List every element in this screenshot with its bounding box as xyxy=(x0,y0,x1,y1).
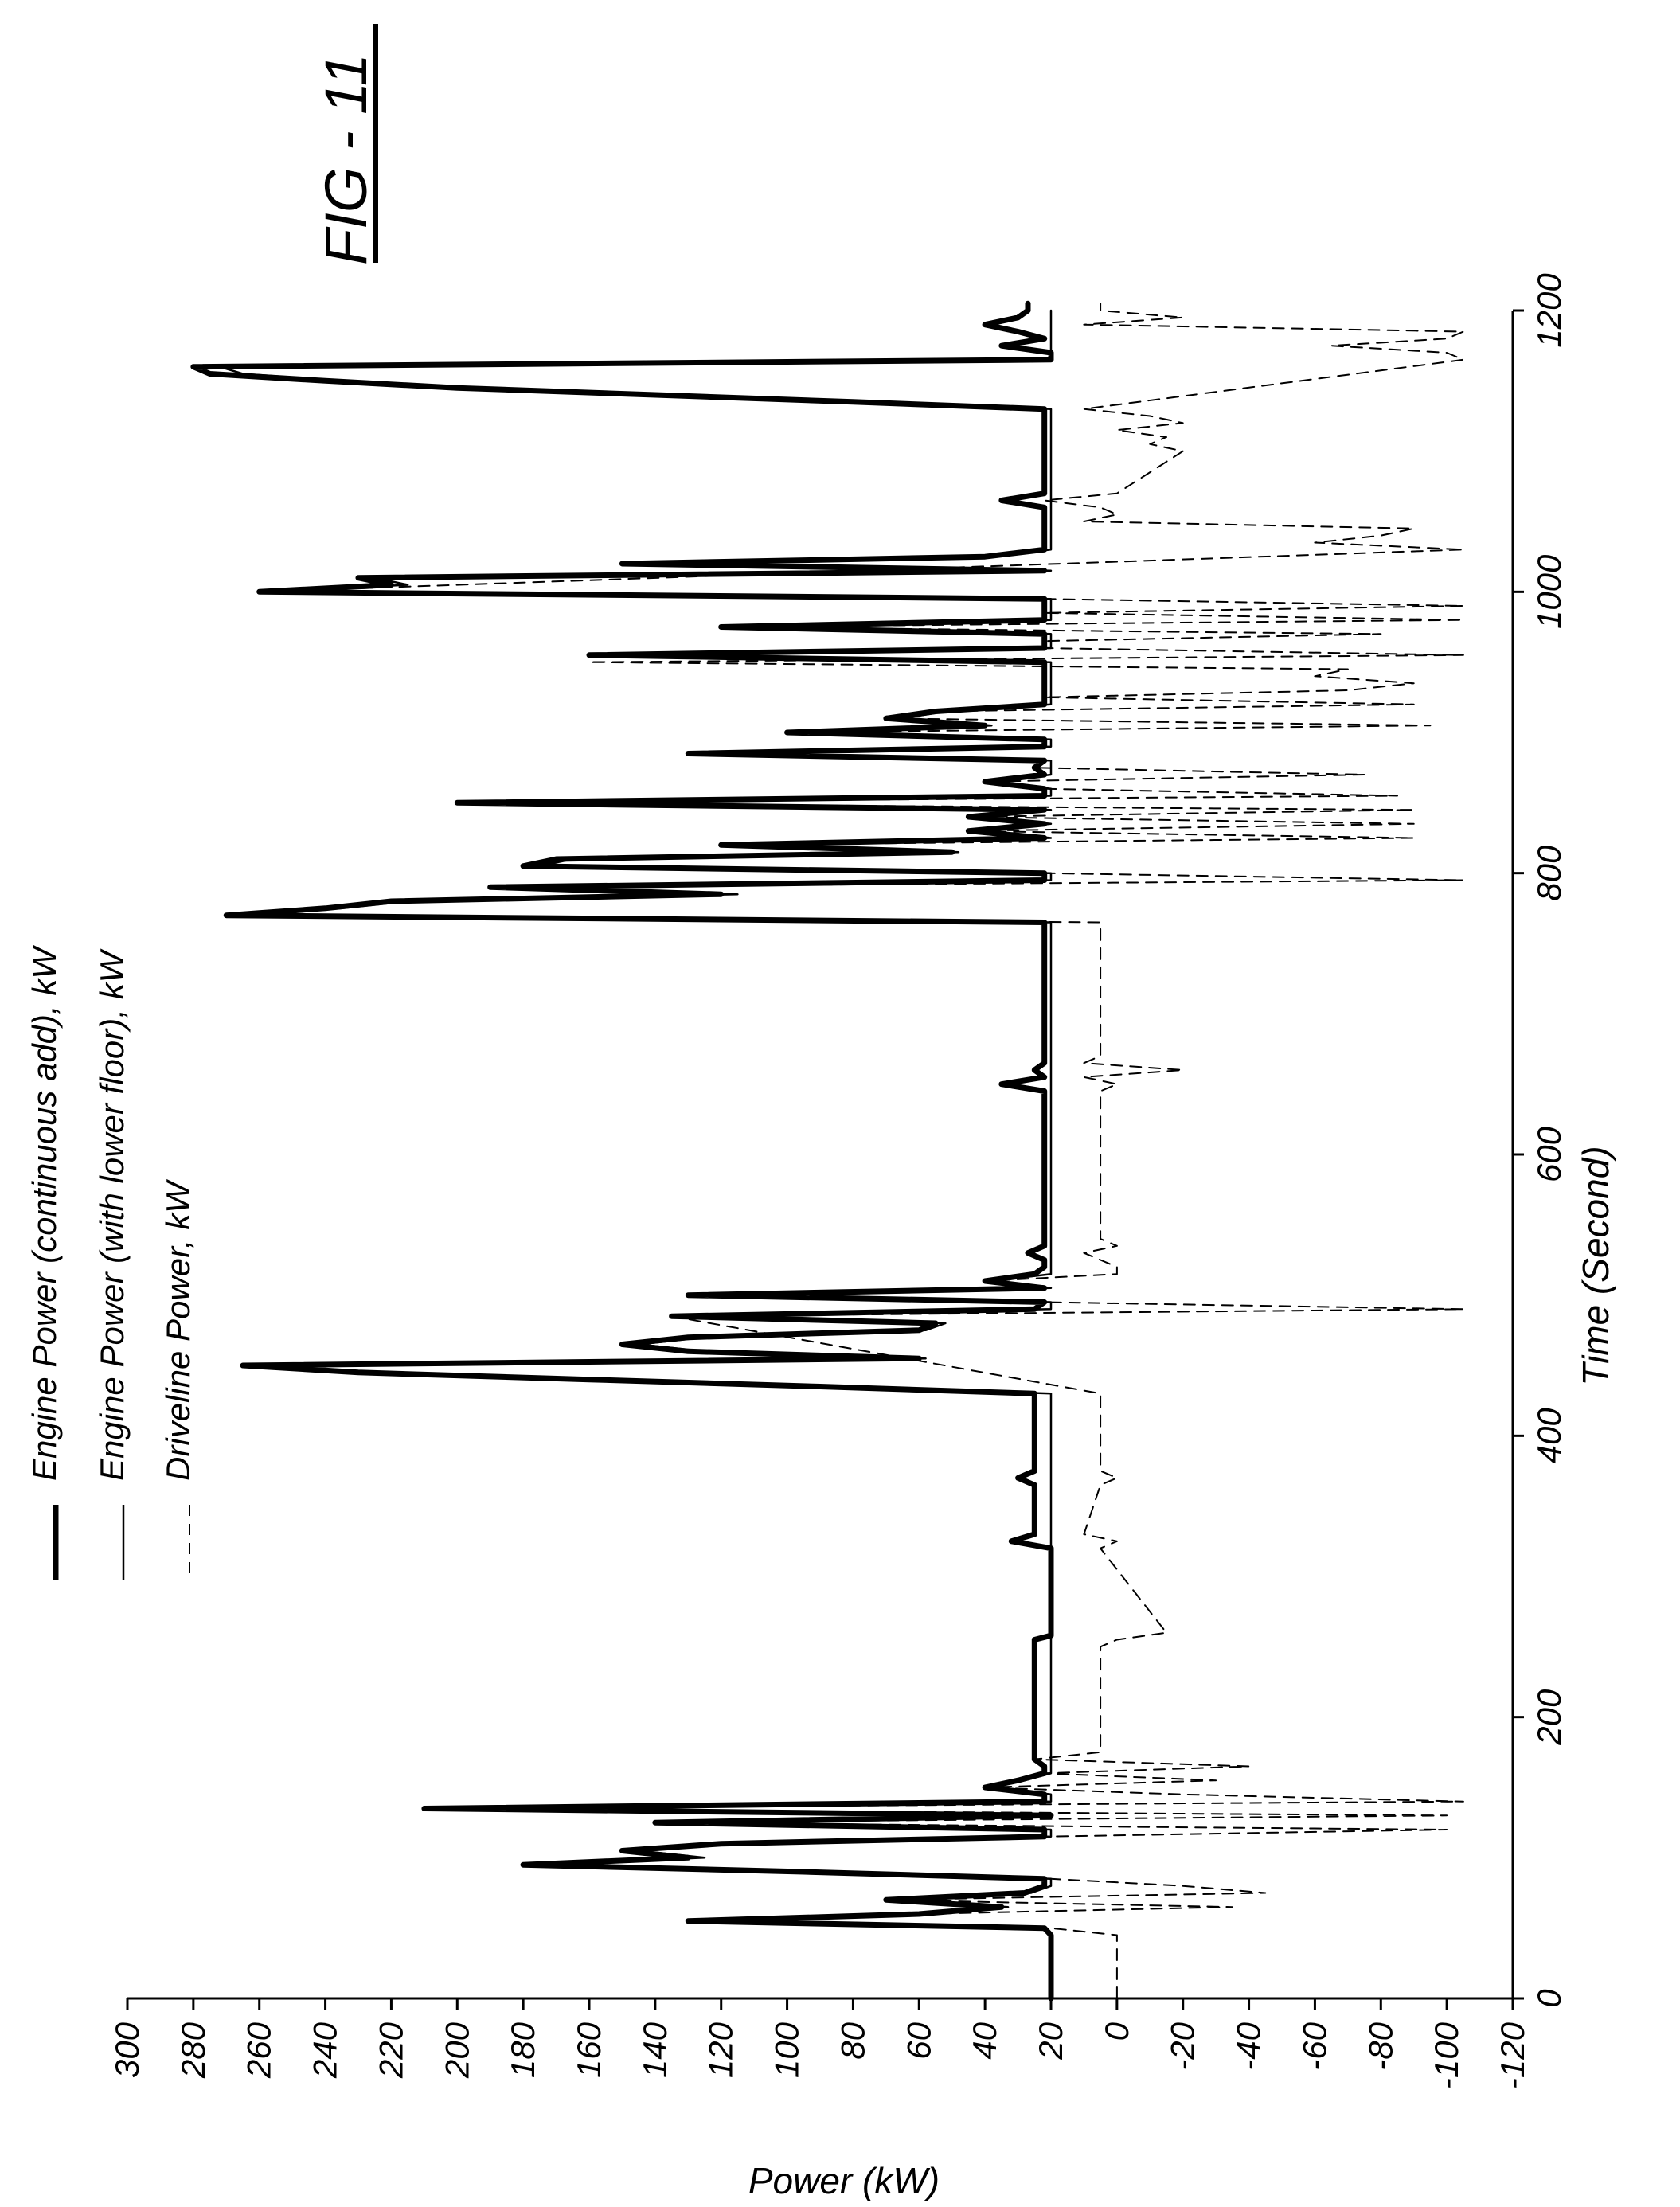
power-tick-label: 240 xyxy=(307,2021,344,2079)
power-tick-label: 120 xyxy=(702,2021,740,2078)
time-tick-label: 0 xyxy=(1530,1989,1568,2008)
power-tick-label: 80 xyxy=(834,2021,871,2059)
time-axis-title: Time (Second) xyxy=(1575,1146,1616,1385)
power-tick-label: -80 xyxy=(1362,2021,1399,2070)
time-tick-label: 1200 xyxy=(1530,273,1568,348)
legend-label-driveline: Driveline Power, kW xyxy=(159,1179,197,1481)
power-tick-label: 20 xyxy=(1032,2021,1069,2060)
power-tick-label: -100 xyxy=(1428,2021,1465,2089)
power-tick-label: 220 xyxy=(372,2021,409,2079)
time-tick-label: 200 xyxy=(1530,1689,1568,1746)
power-tick-label: -20 xyxy=(1164,2021,1201,2070)
axes-group: 300 280 260 240 220 200 180 160 140 120 100 80 60 40 2… xyxy=(108,273,1568,2089)
power-tick-label: -40 xyxy=(1230,2021,1268,2070)
legend-label-lower-floor: Engine Power (with lower floor), kW xyxy=(93,948,131,1481)
power-tick-label: 180 xyxy=(504,2021,541,2078)
figure-label-group: FIG - 11 xyxy=(313,24,379,265)
time-tick-label: 400 xyxy=(1530,1408,1568,1464)
power-tick-label: 200 xyxy=(438,2021,475,2079)
time-tick-label: 800 xyxy=(1530,845,1568,901)
power-axis-title: Power (kW) xyxy=(748,2160,940,2201)
power-tick-label: 140 xyxy=(636,2021,674,2078)
power-tick-label: 60 xyxy=(900,2021,937,2059)
figure-label: FIG - 11 xyxy=(313,53,379,265)
power-tick-label: 280 xyxy=(174,2021,212,2079)
power-tick-label: -120 xyxy=(1494,2021,1531,2089)
series-layer xyxy=(190,300,1464,2002)
power-tick-label: 260 xyxy=(240,2021,278,2079)
power-tick-label: 40 xyxy=(966,2021,1003,2059)
series-line-2 xyxy=(225,303,1464,1999)
power-tick-label: 0 xyxy=(1098,2021,1135,2041)
power-tick-label: -60 xyxy=(1295,2021,1333,2070)
power-tick-label: 300 xyxy=(108,2021,146,2078)
time-tick-label: 1000 xyxy=(1530,554,1568,629)
time-tick-label: 600 xyxy=(1530,1126,1568,1182)
power-tick-label: 160 xyxy=(570,2021,608,2078)
power-tick-label: 100 xyxy=(768,2021,806,2078)
legend-label-continuous-add: Engine Power (continuous add), kW xyxy=(25,945,63,1481)
legend: Engine Power (continuous add), kW Engine… xyxy=(25,945,197,1580)
